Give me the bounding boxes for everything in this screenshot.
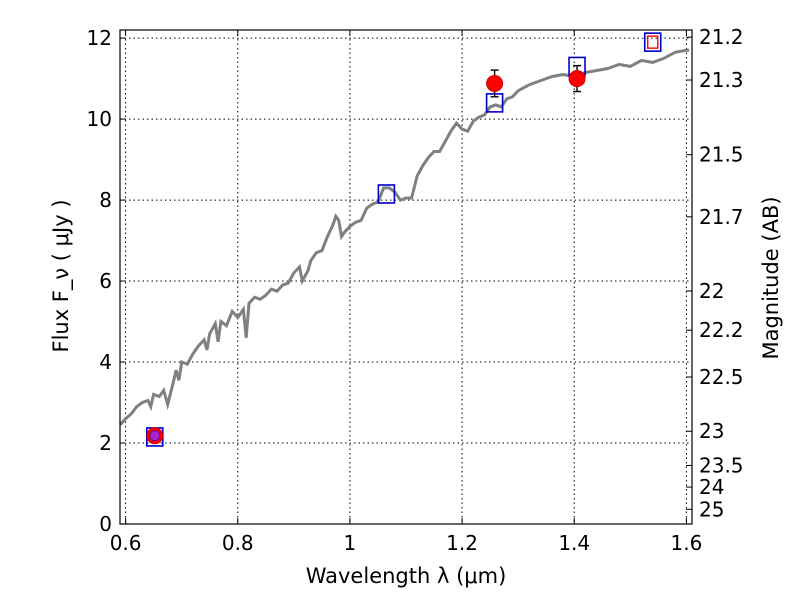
mag-tick-label: 22.5 — [699, 365, 744, 389]
right-axis-title: Magnitude (AB) — [759, 196, 783, 359]
mag-tick-label: 21.5 — [699, 143, 744, 167]
purple-point — [149, 430, 161, 442]
model-sed-layer — [118, 48, 690, 426]
mag-tick-label: 21.7 — [699, 205, 744, 229]
x-tick-label: 1.4 — [558, 531, 590, 555]
model-sed-line — [118, 48, 690, 426]
data-points-layer — [145, 32, 662, 447]
mag-tick-label: 23.5 — [699, 453, 744, 477]
y-tick-label: 4 — [99, 350, 112, 374]
y-tick-label: 12 — [87, 26, 112, 50]
y-tick-label: 0 — [99, 512, 112, 536]
plot-frame — [119, 29, 693, 525]
model-photometry-square — [643, 32, 662, 52]
y-axis-title: Flux F_ν ( μJy ) — [49, 199, 74, 352]
y-tick-label: 10 — [87, 107, 112, 131]
x-tick-label: 1 — [344, 531, 357, 555]
grid-lines — [120, 30, 692, 525]
y-axis-ticks: 0 2 4 6 8 10 12 — [87, 26, 126, 536]
mag-tick-label: 24 — [699, 475, 724, 499]
mag-tick-label: 22 — [699, 279, 724, 303]
x-tick-label: 1.6 — [670, 531, 702, 555]
y-tick-label: 2 — [99, 431, 112, 455]
x-tick-label: 1.2 — [446, 531, 478, 555]
mag-tick-label: 23 — [699, 419, 724, 443]
observed-point — [568, 70, 586, 88]
model-photometry-square — [377, 184, 396, 204]
x-tick-label: 0.6 — [110, 531, 142, 555]
y-tick-label: 6 — [99, 269, 112, 293]
x-tick-label: 0.8 — [222, 531, 254, 555]
x-axis-ticks: 0.6 0.8 1 1.2 1.4 1.6 — [110, 30, 702, 555]
mag-tick-label: 21.3 — [699, 68, 744, 92]
x-axis-title: Wavelength λ (μm) — [306, 564, 507, 588]
observed-point — [486, 74, 504, 92]
mag-tick-label: 21.2 — [699, 25, 744, 49]
red-open-square — [647, 35, 659, 49]
mag-tick-label: 25 — [699, 497, 724, 521]
y-tick-label: 8 — [99, 188, 112, 212]
mag-tick-label: 22.2 — [699, 318, 744, 342]
